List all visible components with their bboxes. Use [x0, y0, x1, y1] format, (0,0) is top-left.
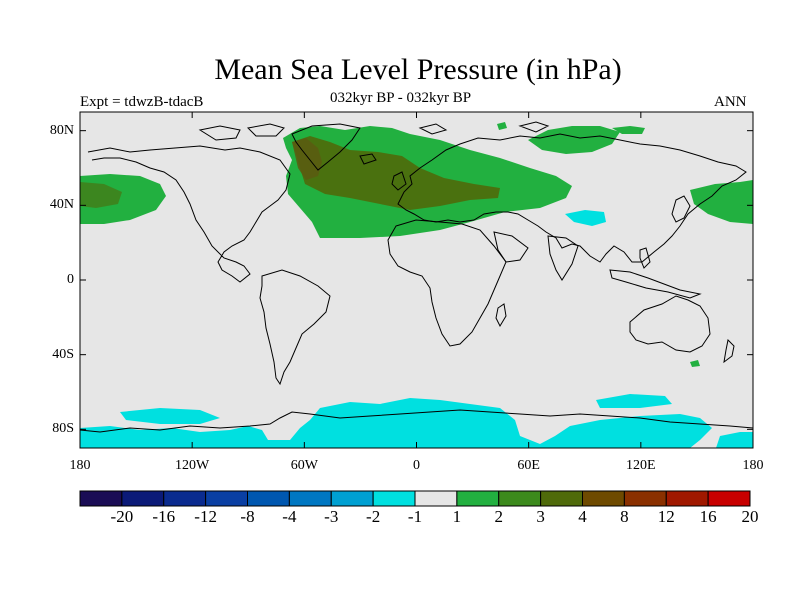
colorbar-swatch — [707, 490, 751, 507]
x-tick-label: 180 — [742, 458, 764, 473]
colorbar-swatch — [623, 490, 667, 507]
arctic-positive-region-small — [612, 126, 645, 134]
north-atlantic-core-region — [292, 136, 500, 210]
colorbar-label: -1 — [407, 507, 423, 526]
colorbar-label: 20 — [741, 507, 759, 526]
antarctic-negative-region — [80, 398, 712, 448]
y-tick-label: 80N — [49, 122, 74, 138]
colorbar-label: -3 — [324, 507, 339, 526]
colorbar-swatch — [414, 490, 458, 507]
y-tick-label: 0 — [67, 272, 74, 287]
colorbar-label: -4 — [282, 507, 297, 526]
colorbar-swatch — [121, 490, 165, 507]
colorbar-label: -2 — [366, 507, 381, 526]
x-tick-label: 120E — [626, 458, 656, 473]
colorbar-swatch — [582, 490, 625, 507]
pacific-positive-patch — [690, 360, 700, 367]
x-tick-label: 60W — [290, 458, 318, 473]
arctic-islands — [198, 121, 550, 141]
y-tick-label: 80S — [52, 421, 74, 437]
arabia-coast — [493, 231, 529, 263]
colorbar-label: -12 — [194, 507, 217, 526]
colorbar-label: 16 — [699, 507, 717, 526]
colorbar-swatch — [288, 490, 332, 507]
colorbar-swatch — [247, 490, 290, 507]
colorbar-swatch — [665, 490, 709, 507]
southern-ocean-negative-west — [120, 408, 220, 424]
arctic-positive-region — [528, 126, 620, 154]
x-tick-label: 60E — [517, 458, 540, 473]
colorbar-label: 12 — [657, 507, 675, 526]
north-america-coast — [87, 145, 291, 283]
eurasia-coast — [397, 133, 747, 263]
north-pacific-positive-region-east — [690, 180, 753, 224]
colorbar-swatch — [540, 490, 583, 507]
colorbar-label: 8 — [620, 507, 629, 526]
madagascar-coast — [495, 303, 507, 328]
colorbar-swatch — [205, 490, 248, 507]
colorbar-swatch — [330, 490, 374, 507]
colorbar-label: 2 — [494, 507, 504, 526]
colorbar-swatch — [372, 490, 416, 507]
x-tick-label: 0 — [413, 458, 420, 473]
philippines-coast — [639, 247, 651, 269]
colorbar-swatch — [79, 490, 123, 507]
y-tick-label: 40S — [52, 346, 74, 362]
south-america-coast — [259, 269, 331, 386]
asia-negative-region — [565, 210, 606, 226]
india-coast — [547, 235, 579, 281]
coastlines — [80, 121, 753, 433]
colorbar-label: 3 — [536, 507, 545, 526]
british-isles-coast — [391, 171, 407, 191]
colorbar-swatch — [498, 490, 542, 507]
colorbar-swatch — [456, 490, 500, 507]
north-pacific-core-region — [80, 182, 122, 208]
colorbar-label: -20 — [110, 507, 134, 526]
australia-coast — [629, 295, 711, 353]
colorbar-label: -8 — [240, 507, 255, 526]
colorbar-swatch — [163, 490, 207, 507]
arctic-positive-patch — [497, 122, 507, 130]
southern-ocean-negative-east-2 — [716, 432, 753, 448]
axis-ticks — [79, 112, 754, 448]
greenland-coast — [291, 123, 361, 171]
north-atlantic-core-west — [292, 138, 322, 180]
colorbar-label: 1 — [452, 507, 462, 526]
period-label: 032kyr BP - 032kyr BP — [330, 90, 472, 106]
x-tick-label: 120W — [175, 458, 210, 473]
y-tick-label: 40N — [49, 197, 74, 213]
southern-ocean-negative-east — [596, 394, 672, 408]
new-zealand-coast — [723, 338, 735, 364]
japan-coast — [671, 195, 691, 223]
experiment-label: Expt = tdwzB-tdacB — [80, 94, 204, 110]
antarctica-coast — [80, 409, 753, 433]
colorbar-label: -16 — [152, 507, 176, 526]
chart-title: Mean Sea Level Pressure (in hPa) — [214, 53, 622, 86]
season-label: ANN — [714, 94, 747, 110]
pressure-anomaly-fields — [80, 122, 753, 448]
x-tick-label: 180 — [69, 458, 91, 473]
colorbar — [79, 490, 751, 507]
africa-coast — [387, 219, 507, 347]
southeast-asia-islands — [609, 269, 702, 299]
iceland-coast — [359, 153, 377, 165]
colorbar-label: 4 — [578, 507, 587, 526]
